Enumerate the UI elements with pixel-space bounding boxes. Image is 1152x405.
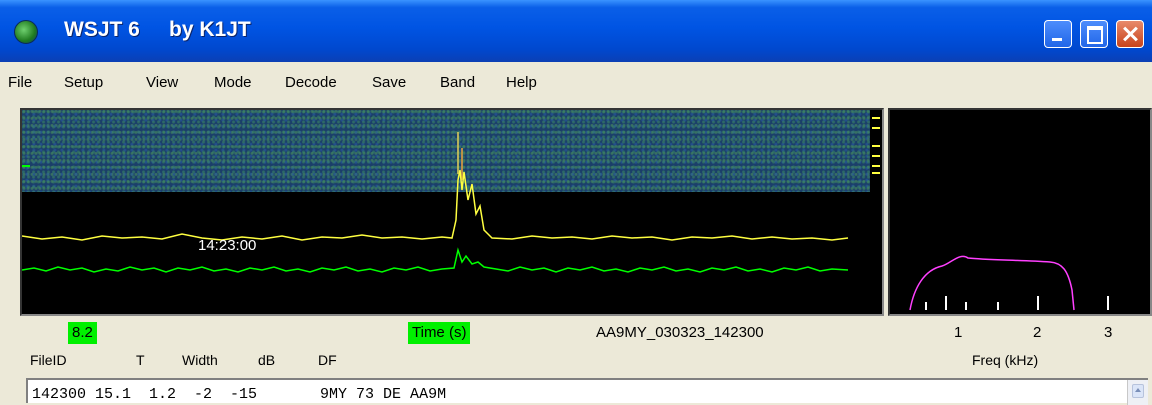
freq-tick-1: 1: [954, 324, 963, 341]
menu-setup[interactable]: Setup: [64, 74, 104, 91]
freq-axis-label: Freq (kHz): [972, 352, 1039, 368]
column-db: dB: [258, 352, 276, 368]
menu-view[interactable]: View: [146, 74, 179, 91]
scroll-up-icon[interactable]: [1132, 384, 1144, 398]
vertical-scrollbar[interactable]: [1127, 380, 1148, 405]
file-name-label: AA9MY_030323_142300: [596, 324, 764, 341]
window-title: WSJT 6 by K1JT: [64, 18, 251, 41]
column-fileid: FileID: [30, 352, 67, 368]
close-button[interactable]: [1116, 20, 1144, 48]
waterfall-display[interactable]: [22, 110, 870, 192]
decoded-text-box[interactable]: 142300 15.1 1.2 -2 -15 9MY 73 DE AA9M: [26, 378, 1148, 405]
minimize-button[interactable]: [1044, 20, 1072, 48]
column-width: Width: [182, 352, 218, 368]
menu-mode[interactable]: Mode: [214, 74, 252, 91]
time-axis-label: Time (s): [408, 322, 471, 344]
spectrum-panel[interactable]: [888, 108, 1152, 316]
freq-tick-2: 2: [1033, 324, 1042, 341]
level-indicator: 8.2: [68, 322, 97, 344]
column-t: T: [136, 352, 145, 368]
decoded-line[interactable]: 142300 15.1 1.2 -2 -15 9MY 73 DE AA9M: [32, 386, 447, 403]
freq-tick-3: 3: [1104, 324, 1113, 341]
globe-icon[interactable]: [14, 20, 38, 44]
column-df: DF: [318, 352, 337, 368]
menu-help[interactable]: Help: [506, 74, 537, 91]
spectrum-plot: [909, 255, 1109, 311]
menu-bar: File Setup View Mode Decode Save Band He…: [0, 62, 1152, 102]
title-bar: WSJT 6 by K1JT: [0, 0, 1152, 62]
time-marker-label: 14:23:00: [198, 237, 257, 254]
menu-file[interactable]: File: [8, 74, 33, 91]
menu-decode[interactable]: Decode: [285, 74, 337, 91]
maximize-button[interactable]: [1080, 20, 1108, 48]
menu-band[interactable]: Band: [440, 74, 476, 91]
waterfall-panel[interactable]: 14:23:00: [20, 108, 884, 316]
signal-plot: [22, 117, 880, 273]
menu-save[interactable]: Save: [372, 74, 407, 91]
